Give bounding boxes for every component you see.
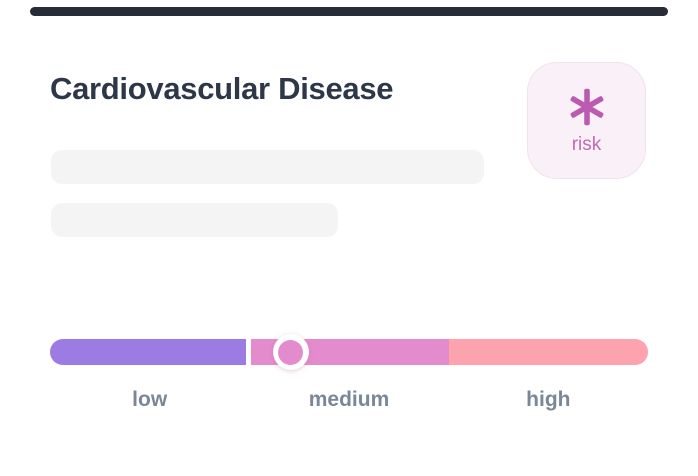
risk-badge[interactable]: risk: [527, 62, 646, 179]
slider-knob[interactable]: [272, 334, 309, 370]
risk-badge-label: risk: [571, 133, 602, 155]
skeleton-text-line: [51, 203, 338, 237]
slider-segment-low[interactable]: [50, 339, 246, 365]
label-medium: medium: [308, 388, 390, 411]
slider-segment-high[interactable]: [449, 339, 648, 365]
slider-knob-fill: [278, 339, 304, 365]
top-drag-handle: [30, 7, 668, 16]
risk-slider-track[interactable]: [50, 339, 648, 365]
label-high: high: [526, 388, 571, 411]
page-title: Cardiovascular Disease: [50, 71, 394, 106]
skeleton-text-line: [51, 150, 484, 184]
slider-level-labels: low medium high: [50, 388, 648, 412]
asterisk-icon: [570, 88, 603, 125]
label-low: low: [132, 388, 168, 411]
